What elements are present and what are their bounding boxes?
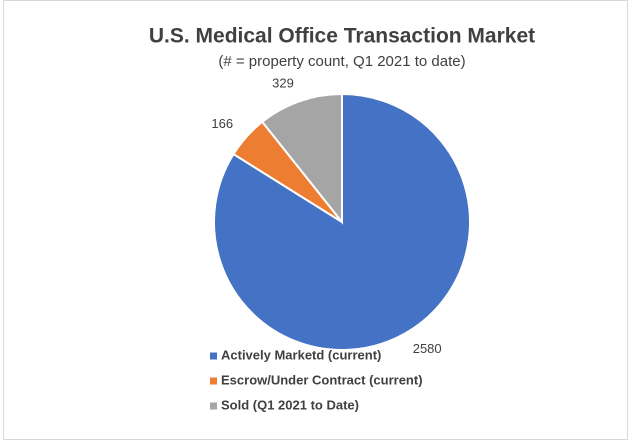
- data-label: 2580: [413, 341, 442, 356]
- data-label: 166: [211, 116, 233, 131]
- data-label: 329: [272, 76, 294, 91]
- chart-title: U.S. Medical Office Transaction Market: [149, 25, 535, 48]
- chart-subtitle: (# = property count, Q1 2021 to date): [218, 53, 465, 70]
- legend-label: Sold (Q1 2021 to Date): [221, 397, 359, 412]
- legend-swatch: [210, 402, 217, 410]
- pie-slice: [260, 92, 343, 225]
- legend-label: Actively Marketd (current): [221, 347, 381, 362]
- legend-label: Escrow/Under Contract (current): [221, 372, 423, 387]
- legend-swatch: [210, 352, 217, 360]
- legend-swatch: [210, 377, 217, 385]
